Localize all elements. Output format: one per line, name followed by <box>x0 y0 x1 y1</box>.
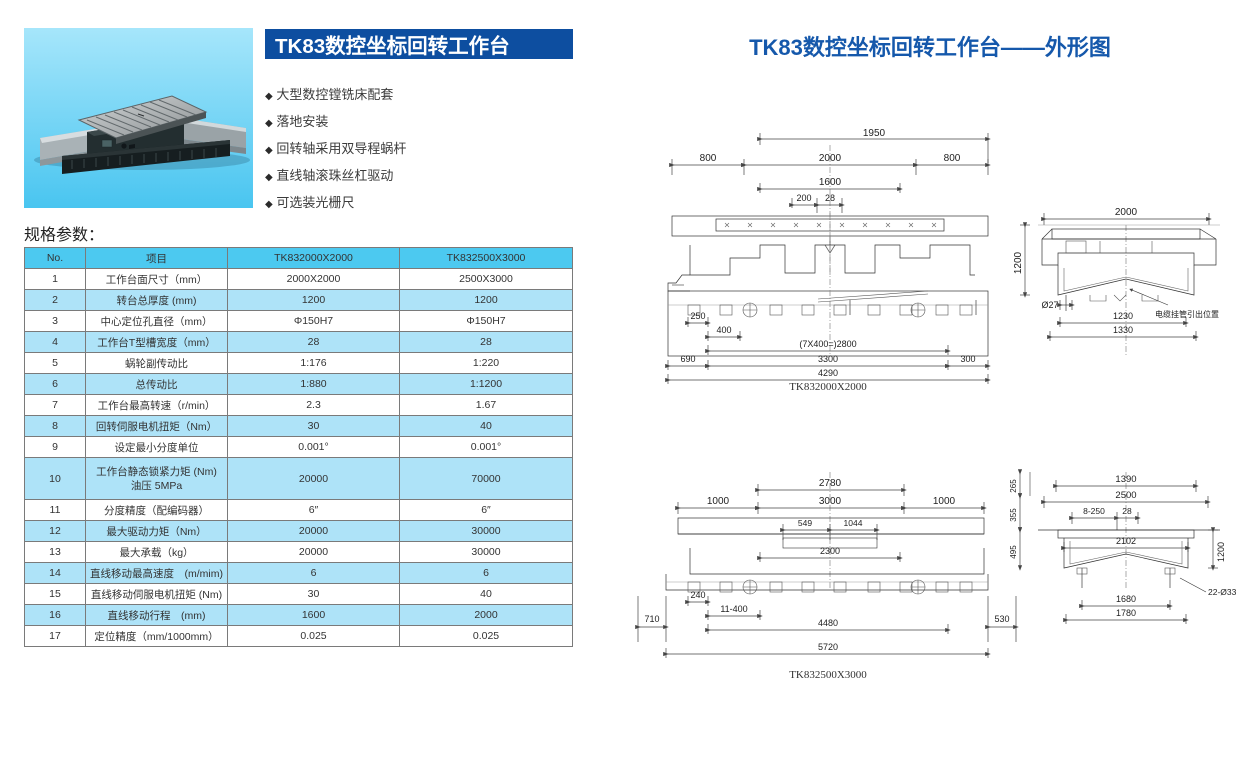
svg-text:549: 549 <box>798 518 812 528</box>
svg-text:265: 265 <box>1009 479 1018 493</box>
svg-text:710: 710 <box>644 614 659 624</box>
svg-text:Ø27: Ø27 <box>1041 300 1058 310</box>
svg-text:250: 250 <box>690 311 705 321</box>
svg-text:1390: 1390 <box>1115 474 1136 485</box>
svg-text:240: 240 <box>690 590 705 600</box>
svg-text:1000: 1000 <box>707 496 730 507</box>
svg-text:800: 800 <box>700 153 717 164</box>
svg-text:690: 690 <box>680 354 695 364</box>
svg-text:400: 400 <box>716 325 731 335</box>
svg-text:2500: 2500 <box>1115 490 1136 501</box>
svg-text:1044: 1044 <box>844 518 863 528</box>
svg-text:1950: 1950 <box>863 128 886 139</box>
svg-text:1200: 1200 <box>1013 251 1024 274</box>
svg-text:2000: 2000 <box>1115 207 1138 218</box>
svg-text:800: 800 <box>944 153 961 164</box>
svg-text:355: 355 <box>1009 508 1018 522</box>
svg-text:TK832500X3000: TK832500X3000 <box>789 669 867 680</box>
svg-text:1330: 1330 <box>1113 325 1133 335</box>
svg-text:1600: 1600 <box>819 177 842 188</box>
svg-text:1680: 1680 <box>1116 594 1136 604</box>
svg-text:11-400: 11-400 <box>720 604 747 614</box>
svg-text:3000: 3000 <box>819 496 842 507</box>
svg-text:2300: 2300 <box>820 546 840 556</box>
svg-text:3300: 3300 <box>818 354 838 364</box>
svg-text:5720: 5720 <box>818 642 838 652</box>
svg-text:300: 300 <box>960 354 975 364</box>
svg-text:2780: 2780 <box>819 478 842 489</box>
svg-text:(7X400=)2800: (7X400=)2800 <box>799 339 856 349</box>
svg-text:TK832000X2000: TK832000X2000 <box>789 381 867 393</box>
svg-text:4480: 4480 <box>818 618 838 628</box>
svg-text:1780: 1780 <box>1116 608 1136 618</box>
svg-text:1200: 1200 <box>1216 542 1226 562</box>
svg-text:2000: 2000 <box>819 153 842 164</box>
svg-text:200: 200 <box>796 193 811 203</box>
svg-text:4290: 4290 <box>818 368 838 378</box>
svg-text:1000: 1000 <box>933 496 956 507</box>
svg-text:2102: 2102 <box>1116 536 1136 546</box>
svg-text:1230: 1230 <box>1113 311 1133 321</box>
svg-text:28: 28 <box>825 193 835 203</box>
svg-text:22-Ø33: 22-Ø33 <box>1208 587 1237 597</box>
svg-text:电缆挂管引出位置: 电缆挂管引出位置 <box>1155 309 1219 319</box>
svg-text:8-250: 8-250 <box>1083 506 1105 516</box>
svg-text:495: 495 <box>1009 545 1018 559</box>
svg-text:530: 530 <box>994 614 1009 624</box>
svg-text:28: 28 <box>1122 506 1132 516</box>
